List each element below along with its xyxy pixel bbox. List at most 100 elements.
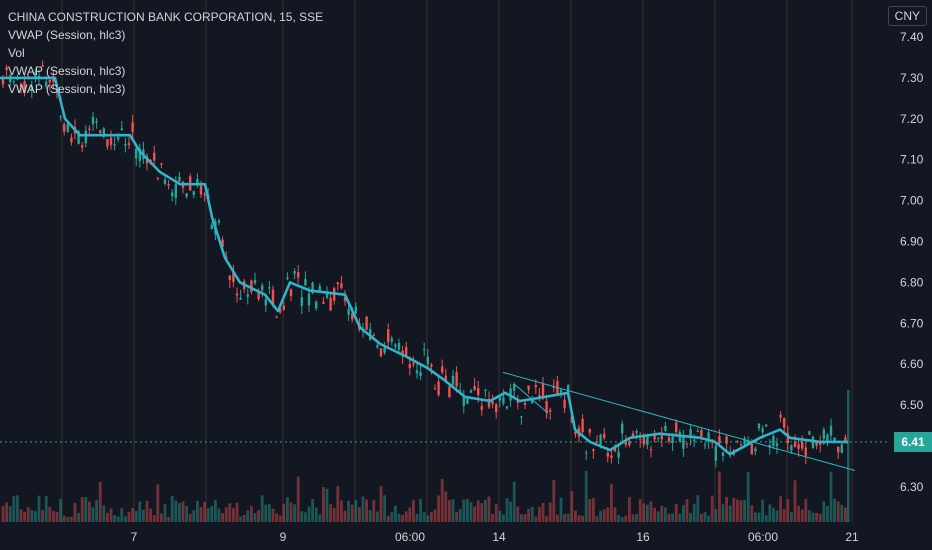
candle	[477, 387, 480, 396]
volume-bar	[761, 499, 764, 522]
volume-bar	[574, 510, 577, 522]
candle	[840, 444, 843, 453]
candle	[502, 397, 505, 404]
candle	[473, 385, 476, 391]
candle	[109, 137, 113, 145]
volume-bar	[559, 497, 563, 522]
candle	[797, 444, 800, 449]
volume-bar	[710, 495, 714, 522]
candle	[12, 81, 15, 83]
candle	[455, 372, 458, 387]
volume-bar	[217, 508, 221, 522]
candle	[693, 439, 696, 441]
candle	[340, 283, 343, 288]
volume-bar	[692, 503, 696, 522]
candle	[721, 452, 725, 457]
candle	[441, 366, 444, 373]
volume-bar	[1, 505, 5, 522]
last-price-label: 6.41	[894, 431, 932, 452]
volume-bar	[703, 511, 707, 522]
candle	[405, 346, 408, 357]
volume-bar	[505, 498, 509, 522]
candle	[779, 414, 782, 418]
candle	[498, 397, 501, 401]
volume-bar	[149, 508, 152, 522]
volume-bar	[116, 516, 120, 522]
candle	[196, 178, 199, 185]
candle	[552, 386, 555, 389]
volume-bar	[520, 514, 523, 522]
volume-bar-last	[847, 390, 850, 522]
candle	[372, 335, 375, 337]
volume-bar	[750, 505, 754, 522]
symbol-title: CHINA CONSTRUCTION BANK CORPORATION, 15,…	[8, 10, 324, 24]
candle	[563, 399, 566, 409]
candle	[304, 279, 307, 286]
candle	[5, 67, 8, 71]
candle	[599, 434, 602, 445]
volume-bar	[811, 512, 815, 522]
candle	[628, 441, 631, 446]
candle	[761, 428, 764, 433]
candle	[513, 383, 516, 391]
volume-bar	[26, 507, 30, 522]
volume-bar	[628, 497, 631, 522]
candle	[106, 139, 109, 147]
volume-bar	[106, 512, 109, 522]
trendline[interactable]	[514, 384, 549, 414]
candle	[84, 130, 87, 144]
volume-bar	[62, 515, 66, 522]
volume-bar	[408, 507, 412, 522]
candle	[606, 452, 609, 457]
volume-bar	[833, 498, 836, 522]
volume-bar	[707, 515, 710, 522]
candle	[639, 438, 642, 440]
candle	[289, 289, 293, 297]
volume-bar	[109, 508, 113, 522]
candle	[347, 309, 350, 315]
volume-bar	[804, 498, 808, 522]
volume-bar	[732, 497, 736, 522]
volume-bar	[174, 500, 178, 522]
volume-bar	[340, 500, 343, 522]
volume-bar	[743, 499, 746, 522]
candle	[102, 128, 105, 137]
volume-bar	[566, 513, 570, 522]
volume-bar	[772, 507, 775, 522]
volume-bar	[88, 501, 91, 522]
volume-bar	[469, 502, 473, 522]
candle	[322, 301, 325, 304]
candle	[153, 152, 156, 161]
volume-bar	[70, 516, 73, 522]
legend-line-vwap-1[interactable]: VWAP (Session, hlc3)	[8, 28, 126, 42]
volume-bar	[613, 507, 617, 522]
volume-bar	[545, 516, 548, 522]
currency-button[interactable]: CNY	[887, 6, 927, 26]
legend-line-vol[interactable]: Vol	[8, 46, 25, 60]
volume-bar	[304, 512, 307, 522]
legend-line-vwap-3[interactable]: VWAP (Session, hlc3)	[8, 82, 126, 96]
volume-bar	[689, 513, 692, 522]
volume-bar	[444, 491, 448, 522]
volume-bar	[491, 514, 494, 522]
volume-bar	[145, 500, 149, 522]
volume-bar	[73, 502, 77, 522]
volume-bar	[606, 507, 610, 522]
candle	[743, 438, 746, 445]
volume-bar	[584, 470, 588, 522]
candle	[131, 122, 134, 132]
volume-bar	[368, 510, 372, 522]
candle	[714, 446, 717, 461]
legend-line-vwap-2[interactable]: VWAP (Session, hlc3)	[8, 64, 126, 78]
volume-bar	[786, 499, 790, 522]
trendline[interactable]	[502, 371, 856, 472]
candle	[516, 400, 519, 404]
volume-bar	[451, 499, 455, 522]
candle	[30, 86, 33, 91]
candle	[171, 192, 174, 197]
chart-legend: CHINA CONSTRUCTION BANK CORPORATION, 15,…	[8, 8, 323, 98]
volume-bar	[487, 496, 491, 522]
candle	[682, 435, 685, 449]
